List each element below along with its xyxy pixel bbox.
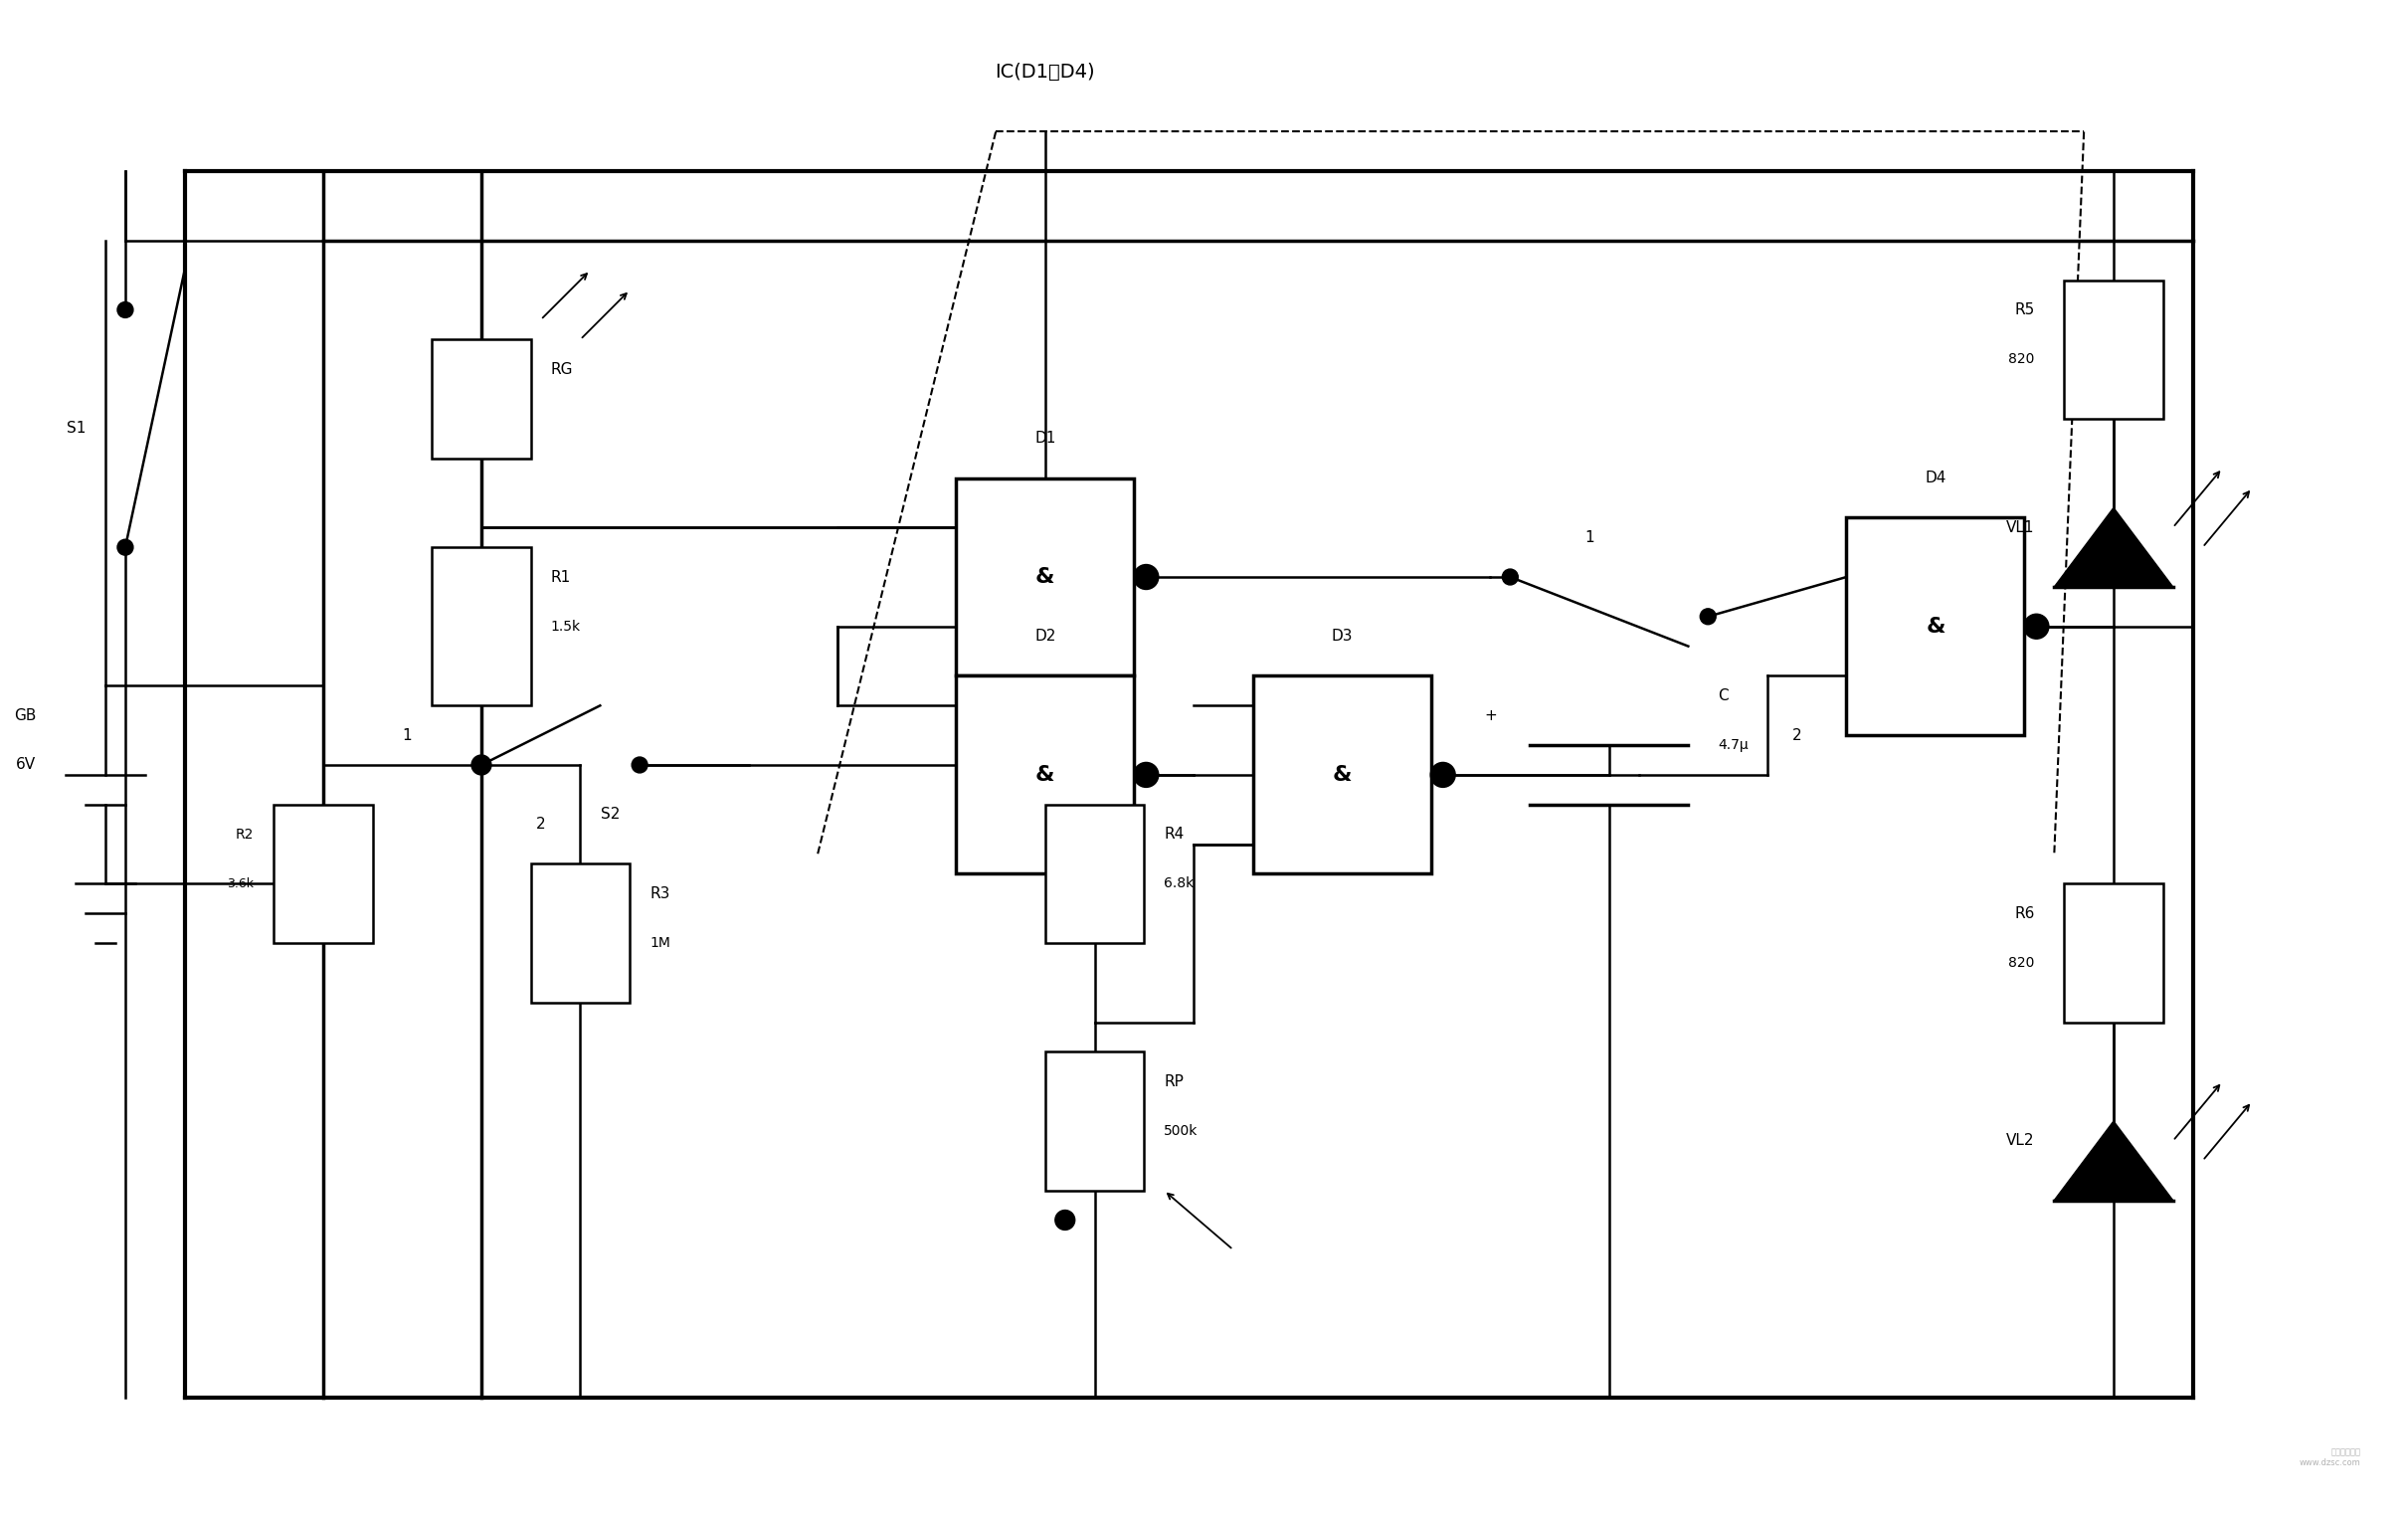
Text: R6: R6: [2013, 907, 2035, 920]
Text: RP: RP: [1163, 1074, 1185, 1089]
Text: R3: R3: [650, 887, 669, 900]
Circle shape: [1503, 569, 1517, 586]
Text: 500k: 500k: [1163, 1124, 1199, 1138]
Circle shape: [631, 757, 648, 773]
Circle shape: [472, 754, 491, 774]
Text: D4: D4: [1924, 470, 1946, 485]
Text: GB: GB: [14, 707, 36, 722]
Text: &: &: [1035, 765, 1055, 785]
Text: 820: 820: [2008, 955, 2035, 970]
Text: R4: R4: [1163, 827, 1185, 841]
Bar: [956, 675, 1134, 873]
Text: C: C: [1717, 687, 1729, 703]
Text: S2: S2: [600, 808, 619, 821]
Text: 4.7μ: 4.7μ: [1717, 738, 1748, 751]
Circle shape: [1700, 608, 1717, 625]
Text: 2: 2: [1792, 729, 1801, 742]
Bar: [431, 548, 530, 706]
Text: 6V: 6V: [17, 757, 36, 773]
Text: IC(D1～D4): IC(D1～D4): [995, 62, 1096, 82]
Text: R1: R1: [551, 569, 571, 584]
Circle shape: [1430, 764, 1454, 786]
Text: R5: R5: [2015, 303, 2035, 318]
Text: 2: 2: [537, 817, 547, 832]
Text: VL1: VL1: [2006, 520, 2035, 535]
Text: 6.8k: 6.8k: [1163, 876, 1194, 891]
Circle shape: [1134, 764, 1158, 786]
Text: 1: 1: [1584, 529, 1594, 545]
Bar: [275, 805, 373, 943]
Bar: [2064, 280, 2162, 418]
Text: 820: 820: [2008, 353, 2035, 367]
Circle shape: [118, 540, 132, 555]
Bar: [956, 478, 1134, 675]
Bar: [1045, 805, 1144, 943]
Text: 1: 1: [402, 729, 412, 742]
Bar: [530, 864, 631, 1002]
Text: &: &: [1332, 765, 1351, 785]
Text: D2: D2: [1035, 628, 1055, 643]
Polygon shape: [2054, 1121, 2172, 1200]
Text: 维库电子市场
www.dzsc.com: 维库电子市场 www.dzsc.com: [2300, 1448, 2360, 1468]
Circle shape: [118, 303, 132, 318]
Circle shape: [2025, 614, 2049, 639]
Bar: [1847, 517, 2025, 735]
Text: &: &: [1035, 567, 1055, 587]
Bar: [2064, 884, 2162, 1022]
Bar: [1045, 1053, 1144, 1191]
Text: 1.5k: 1.5k: [551, 619, 580, 633]
Text: 1M: 1M: [650, 935, 669, 951]
Text: +: +: [1483, 707, 1498, 722]
Text: 3.6k: 3.6k: [226, 878, 253, 890]
Text: VL2: VL2: [2006, 1133, 2035, 1148]
Text: R2: R2: [236, 827, 253, 841]
Bar: [431, 339, 530, 458]
Text: &: &: [1926, 616, 1946, 636]
Circle shape: [1055, 1211, 1074, 1230]
Text: D1: D1: [1035, 430, 1055, 446]
Bar: [1252, 675, 1430, 873]
Circle shape: [474, 757, 489, 773]
Text: D3: D3: [1332, 628, 1353, 643]
Text: S1: S1: [65, 421, 84, 437]
Circle shape: [1134, 566, 1158, 589]
Text: RG: RG: [551, 362, 573, 377]
Polygon shape: [2054, 508, 2172, 587]
